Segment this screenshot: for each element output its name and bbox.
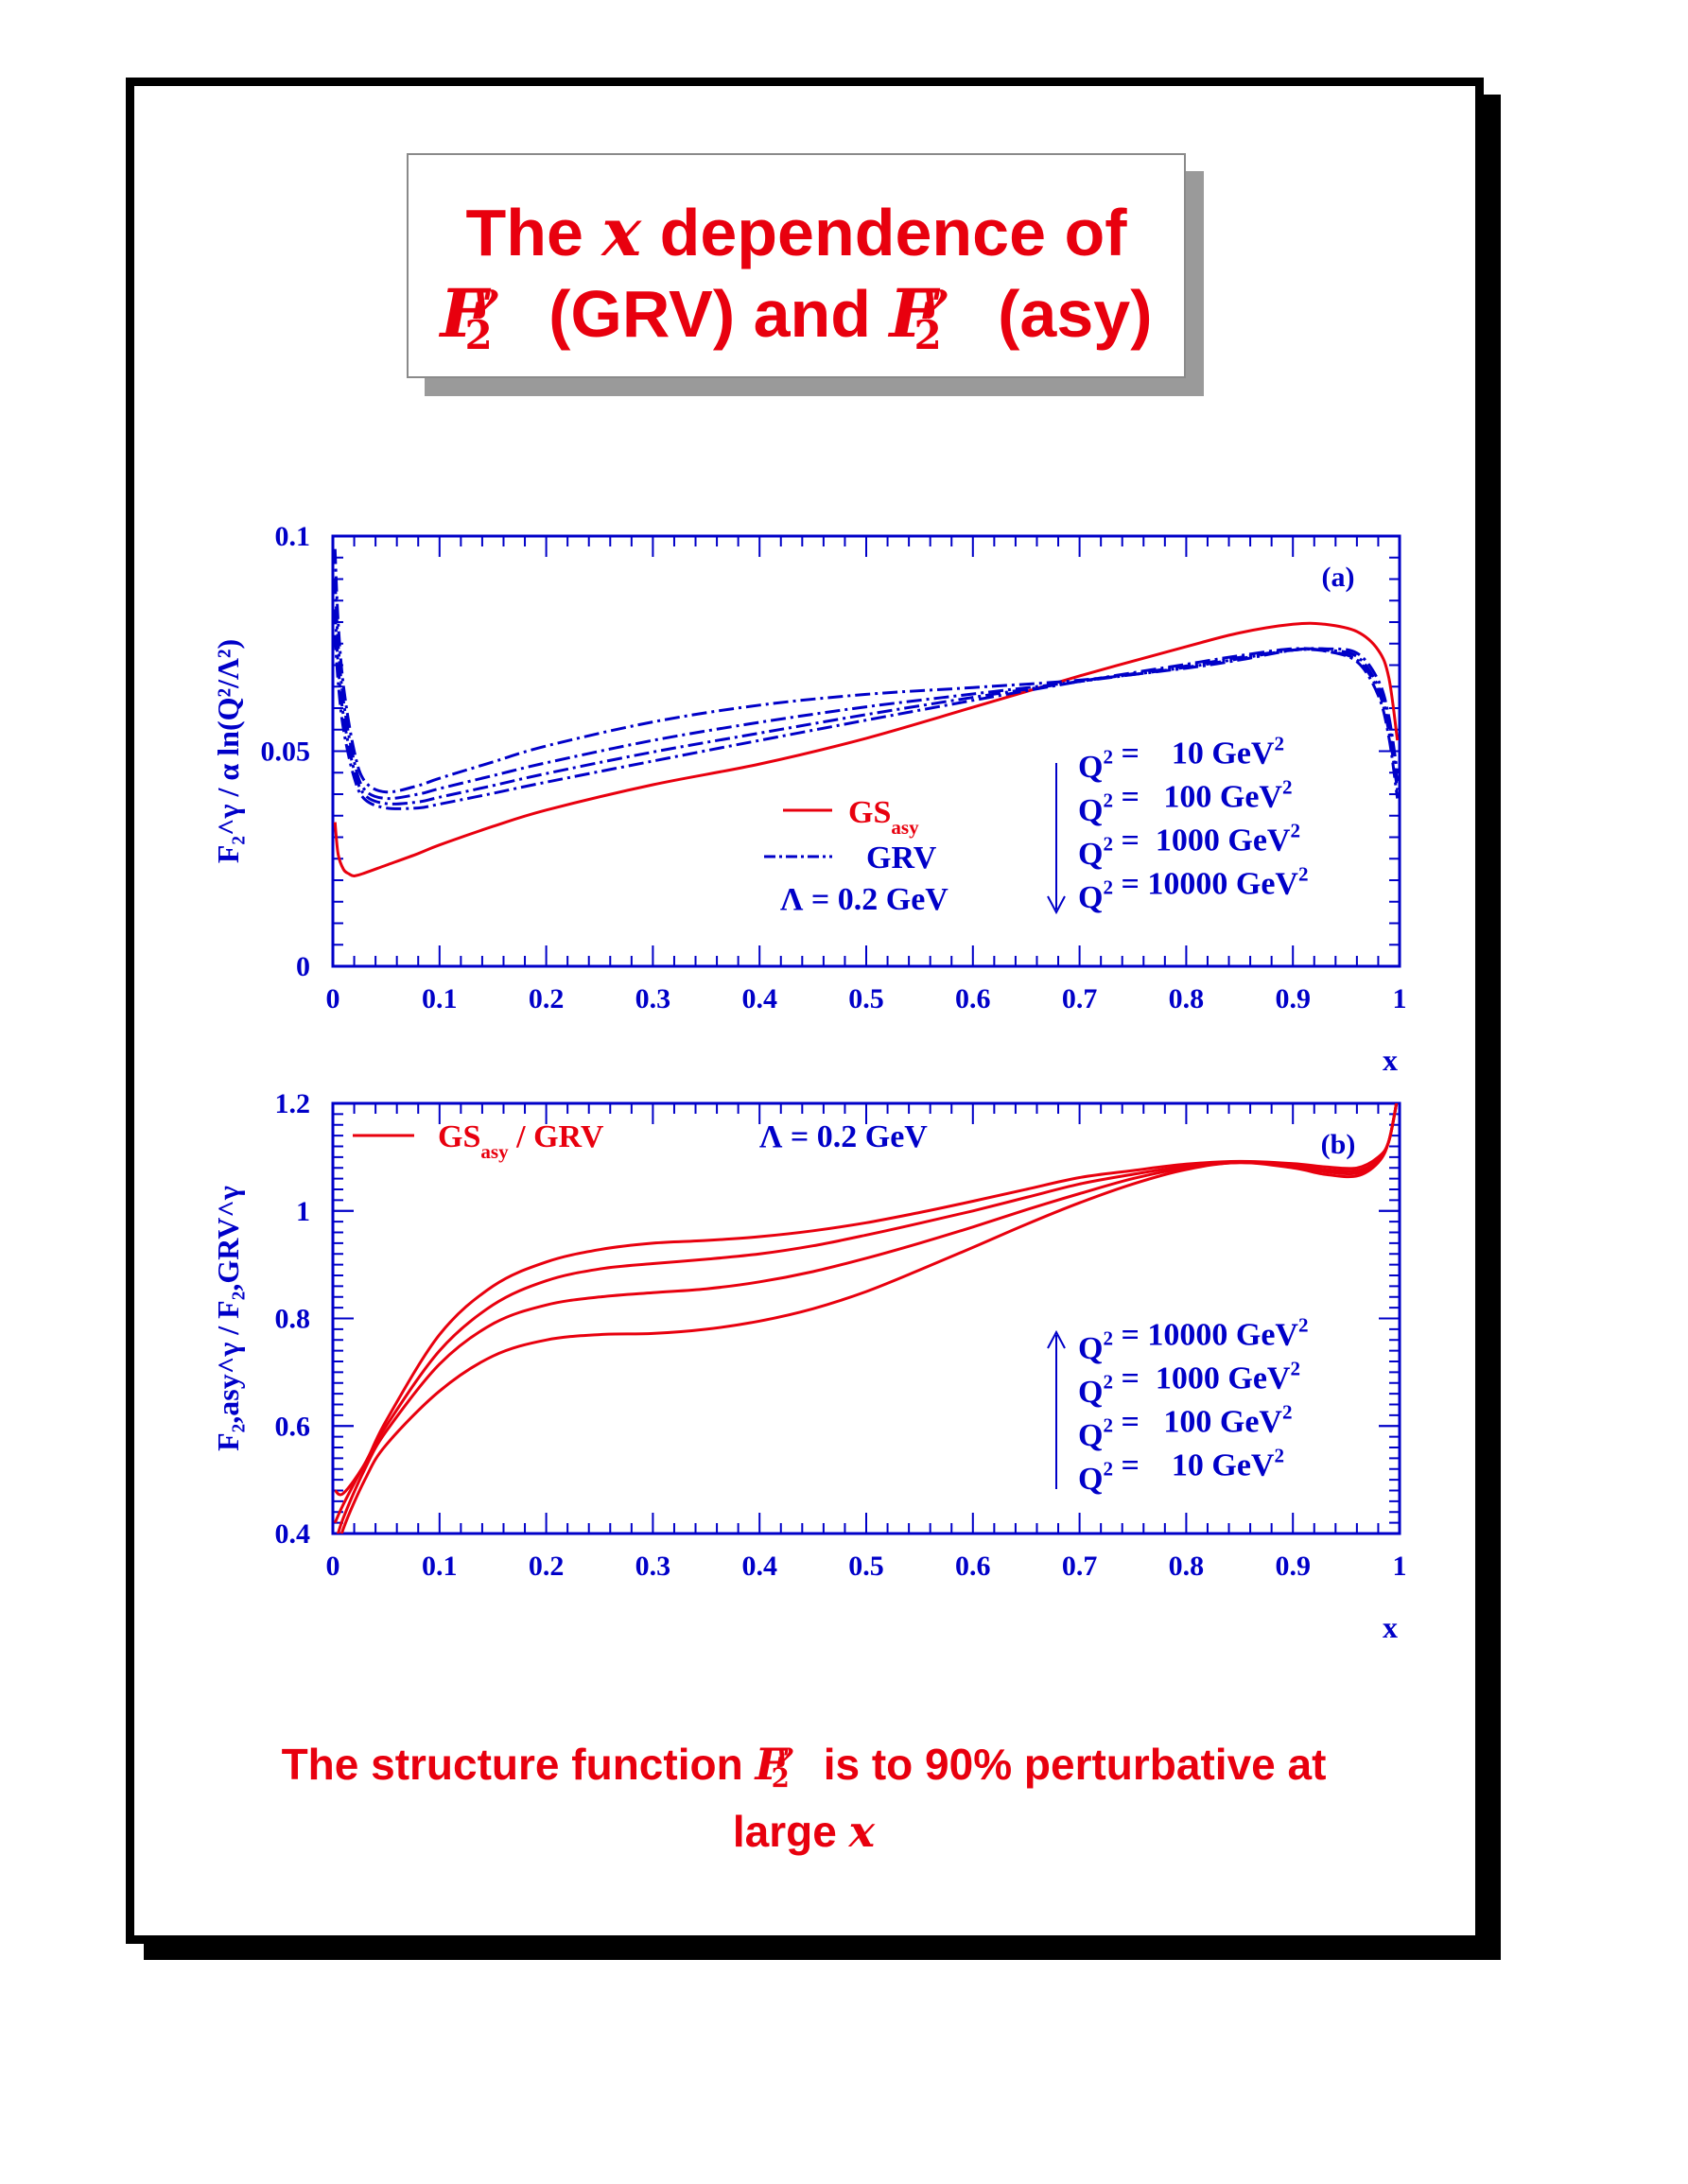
caption-two-subscript: 2 (771, 1762, 790, 1794)
plot-b-series-group (333, 1103, 1399, 1534)
gamma-superscript-2: γ (920, 273, 947, 321)
f-letter: F (440, 274, 488, 353)
plot-b-q2-label: Q2 = 1000 GeV2 (1078, 1357, 1300, 1410)
plot-a-xtick-label: 0.3 (635, 983, 671, 1014)
caption-variable-x: x (848, 1806, 876, 1857)
plot-b-xtick-label: 0.8 (1169, 1551, 1205, 1582)
plot-a-ylabel: F₂^γ / α ln(Q²/Λ²) (211, 639, 245, 863)
plot-b-xlabel: x (1383, 1610, 1398, 1644)
plot-b-ylabel: F₂,asy^γ / F₂,GRV^γ (211, 1186, 245, 1451)
plot-b-lambda-label: Λ = 0.2 GeV (759, 1119, 928, 1154)
caption-text-post: is to 90% perturbative at (823, 1740, 1327, 1789)
plot-a-xtick-label: 0 (326, 983, 340, 1014)
plot-b-q2-label: Q2 = 100 GeV2 (1078, 1400, 1293, 1453)
caption-line2-text: large (732, 1807, 837, 1856)
plot-b-xtick-label: 1 (1393, 1551, 1407, 1582)
plot-a-lambda-label: Λ = 0.2 GeV (780, 882, 948, 917)
plot-a-xtick-label: 0.6 (955, 983, 991, 1014)
plot-a-panel-label: (a) (1322, 562, 1355, 593)
plot-b-legend-label: GSasy / GRV (438, 1119, 604, 1163)
plot-a-xtick-label: 0.2 (529, 983, 565, 1014)
plot-a-xlabel: x (1383, 1043, 1398, 1077)
caption-gamma-superscript: γ (774, 1737, 793, 1769)
plot-a-xtick-label: 0.4 (741, 983, 777, 1014)
plot-a-q2-label: Q2 = 1000 GeV2 (1078, 819, 1300, 872)
title-grv-text: (GRV) and (548, 277, 872, 351)
plot-b-xtick-label: 0.3 (635, 1551, 671, 1582)
plot-b-series-line (336, 1103, 1399, 1534)
plot-b-series-line (334, 1103, 1399, 1497)
plot-a-q2-arrow-head (1047, 895, 1066, 915)
caption-line-2: large x (151, 1802, 1456, 1861)
plot-b-series-line (339, 1103, 1399, 1534)
plot-a-xtick-label: 0.5 (848, 983, 884, 1014)
title-variable-x: x (601, 193, 642, 271)
plot-b-xtick-label: 0.6 (955, 1551, 991, 1582)
plot-b-panel-label: (b) (1321, 1129, 1356, 1160)
plot-a-xtick-label: 0.9 (1275, 983, 1311, 1014)
plot-a-legend-grv-label: GRV (866, 841, 937, 875)
plot-b-xtick-label: 0 (326, 1551, 340, 1582)
plot-b-q2-label: Q2 = 10000 GeV2 (1078, 1313, 1309, 1366)
plot-b-xtick-label: 0.9 (1275, 1551, 1311, 1582)
plot-a-series-group (333, 548, 1400, 877)
plot-a-series-line (333, 621, 1400, 877)
plot-b-ytick-label: 1.2 (275, 1088, 311, 1119)
caption-f-letter: F (755, 1739, 787, 1790)
gamma-superscript: γ (471, 273, 497, 321)
two-subscript: 2 (464, 312, 493, 359)
plot-b-xtick-label: 0.2 (529, 1551, 565, 1582)
plot-b-q2-arrow-head (1047, 1329, 1066, 1349)
plot-b-series-line (333, 1103, 1399, 1524)
plot-b-ytick-label: 0.4 (275, 1518, 311, 1550)
plot-a-xtick-label: 0.8 (1169, 983, 1205, 1014)
plot-a-xtick-label: 0.1 (422, 983, 458, 1014)
title-text-pre: The (465, 196, 583, 269)
plot-a-xtick-label: 0.7 (1062, 983, 1098, 1014)
plot-b-ytick-label: 1 (296, 1196, 310, 1227)
plot-a-ytick-label: 0 (296, 951, 310, 982)
plot-b-ytick-label: 0.6 (275, 1411, 311, 1442)
plot-b-xtick-label: 0.4 (741, 1551, 777, 1582)
plot-a-legend-gs-label: GSasy (848, 795, 919, 839)
plot-a-ytick-label: 0.05 (261, 737, 311, 768)
plot-a-ytick-label: 0.1 (275, 521, 311, 552)
title-text-post: dependence of (659, 196, 1127, 269)
title-asy-text: (asy) (998, 277, 1153, 351)
plot-b-ytick-label: 0.8 (275, 1304, 311, 1335)
title-line-1: The x dependence of (409, 195, 1184, 270)
plot-a-xtick-label: 1 (1393, 983, 1407, 1014)
plot-b-xtick-label: 0.5 (848, 1551, 884, 1582)
plot-b-xtick-label: 0.7 (1062, 1551, 1098, 1582)
plot-b-xtick-label: 0.1 (422, 1551, 458, 1582)
plot-b-q2-label: Q2 = 10 GeV2 (1078, 1444, 1284, 1497)
plot-a-q2-label: Q2 = 10000 GeV2 (1078, 862, 1309, 915)
f-letter-2: F (889, 274, 937, 353)
caption-text-pre: The structure function (281, 1740, 743, 1789)
plot-a-q2-label: Q2 = 100 GeV2 (1078, 775, 1293, 828)
plot-a-series-line (333, 634, 1400, 810)
two-subscript-2: 2 (914, 312, 942, 359)
plot-a-q2-label: Q2 = 10 GeV2 (1078, 732, 1284, 785)
